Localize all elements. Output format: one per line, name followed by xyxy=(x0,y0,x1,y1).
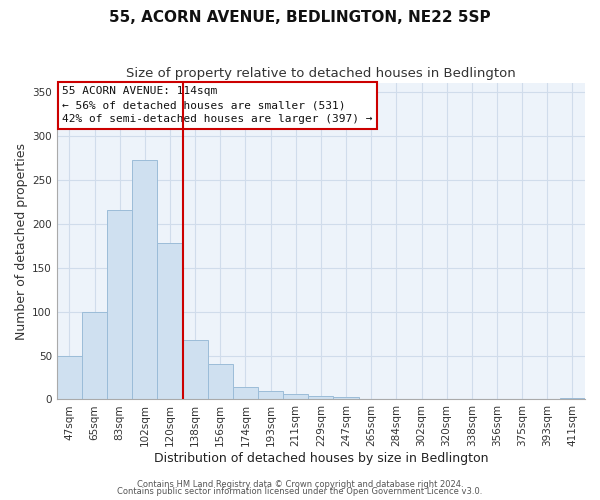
Text: 55 ACORN AVENUE: 114sqm
← 56% of detached houses are smaller (531)
42% of semi-d: 55 ACORN AVENUE: 114sqm ← 56% of detache… xyxy=(62,86,373,124)
Bar xyxy=(208,364,233,400)
Bar xyxy=(308,396,334,400)
Bar xyxy=(258,390,283,400)
Bar xyxy=(560,398,585,400)
Text: Contains public sector information licensed under the Open Government Licence v3: Contains public sector information licen… xyxy=(118,488,482,496)
Bar xyxy=(182,340,208,400)
Bar xyxy=(57,356,82,400)
Bar xyxy=(283,394,308,400)
X-axis label: Distribution of detached houses by size in Bedlington: Distribution of detached houses by size … xyxy=(154,452,488,465)
Bar xyxy=(434,398,459,400)
Title: Size of property relative to detached houses in Bedlington: Size of property relative to detached ho… xyxy=(126,68,516,80)
Y-axis label: Number of detached properties: Number of detached properties xyxy=(15,143,28,340)
Text: Contains HM Land Registry data © Crown copyright and database right 2024.: Contains HM Land Registry data © Crown c… xyxy=(137,480,463,489)
Bar xyxy=(107,210,132,400)
Bar xyxy=(233,387,258,400)
Bar xyxy=(82,312,107,400)
Bar xyxy=(359,398,384,400)
Bar xyxy=(157,243,182,400)
Bar xyxy=(132,160,157,400)
Bar xyxy=(384,398,409,400)
Text: 55, ACORN AVENUE, BEDLINGTON, NE22 5SP: 55, ACORN AVENUE, BEDLINGTON, NE22 5SP xyxy=(109,10,491,25)
Bar xyxy=(334,397,359,400)
